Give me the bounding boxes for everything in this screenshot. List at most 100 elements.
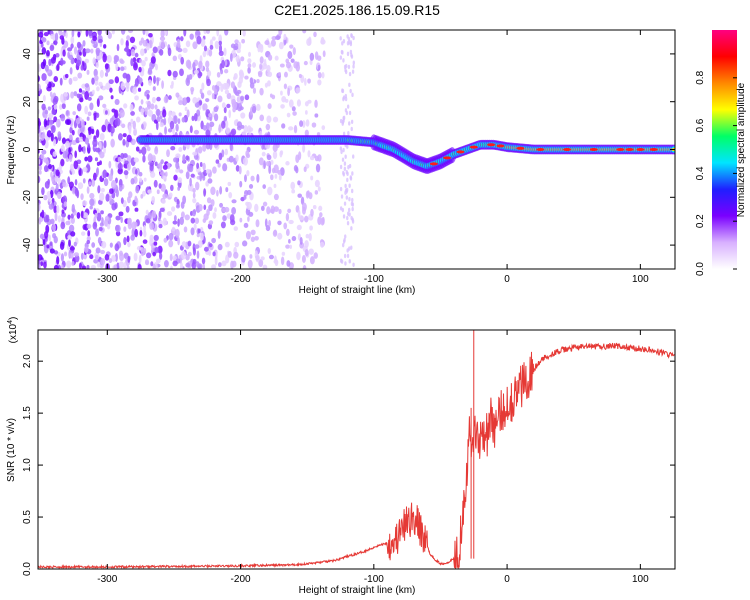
noise-blob [181,250,187,260]
noise-blob [185,262,191,268]
noise-blob [80,193,84,200]
noise-blob [70,231,76,237]
noise-blob [214,207,217,213]
noise-blob [126,162,131,171]
noise-blob [217,230,221,239]
noise-blob [214,256,218,266]
noise-blob [64,73,69,79]
noise-blob [84,137,90,145]
noise-blob [103,140,107,149]
noise-blob [177,118,181,125]
noise-blob [228,191,233,199]
noise-blob [345,195,349,200]
noise-blob [216,30,220,37]
noise-blob [221,207,227,213]
spectrogram-marks [38,30,675,269]
noise-blob [153,179,158,188]
noise-blob [320,217,325,226]
noise-blob [121,123,126,129]
noise-blob [304,77,307,86]
colorbar-tick-label: 0.6 [695,118,706,132]
noise-blob [94,157,99,162]
noise-blob [224,148,229,156]
noise-blob [287,87,291,97]
noise-blob [140,99,144,105]
snr-scale-text: (x10 [8,323,19,343]
noise-blob [167,95,172,100]
noise-blob [172,70,178,78]
noise-blob [237,41,242,51]
noise-blob [213,106,219,113]
noise-blob [60,113,66,122]
noise-blob [137,263,142,269]
noise-blob [344,261,347,266]
noise-blob [177,186,181,191]
noise-blob [134,195,138,203]
noise-blob [211,237,216,244]
noise-blob [286,260,291,267]
noise-blob [72,111,76,116]
noise-blob [187,60,192,69]
noise-blob [187,240,192,247]
noise-blob [98,226,103,232]
noise-blob [217,95,223,103]
noise-blob [351,92,354,98]
figure-title: C2E1.2025.186.15.09.R15 [274,2,440,18]
noise-blob [261,151,266,157]
noise-blob [74,150,78,159]
noise-blob [222,215,227,222]
noise-blob [314,99,318,108]
snr-xtick-label: -200 [231,574,251,585]
noise-blob [55,52,60,58]
noise-blob [346,51,350,57]
noise-blob [142,154,146,163]
noise-blob [48,203,54,210]
noise-blob [171,226,176,232]
noise-blob [346,215,349,221]
noise-blob [118,211,124,217]
noise-blob [203,30,207,35]
noise-blob [70,217,75,224]
noise-blob [120,197,124,204]
noise-blob [265,160,271,167]
noise-blob [129,36,136,44]
noise-blob [267,54,273,61]
noise-blob [162,109,167,118]
noise-blob [78,88,83,93]
noise-blob [84,156,88,162]
noise-blob [263,160,266,170]
noise-blob [53,205,58,214]
noise-blob [304,249,309,257]
noise-blob [56,63,60,71]
noise-blob [46,40,50,46]
noise-blob [160,171,165,176]
noise-blob [99,51,103,59]
noise-blob [238,165,242,175]
noise-blob [302,30,307,34]
noise-blob [255,103,261,112]
noise-blob [170,184,174,192]
noise-blob [293,61,299,69]
noise-blob [258,157,264,166]
noise-blob [71,129,75,136]
noise-blob [133,61,138,71]
noise-blob [347,207,351,213]
noise-blob [69,163,74,172]
noise-blob [234,39,239,44]
noise-blob [60,145,65,153]
noise-blob [77,31,81,38]
ridge-max [469,145,478,149]
noise-blob [91,77,95,85]
noise-blob [349,175,352,180]
noise-blob [246,201,252,211]
noise-blob [57,215,62,223]
noise-blob [298,73,302,79]
noise-blob [162,164,168,170]
noise-blob [159,207,165,212]
noise-blob [317,154,322,162]
noise-blob [56,205,60,214]
noise-blob [350,119,354,124]
noise-blob [91,89,95,95]
noise-blob [138,254,142,264]
noise-blob [52,97,58,105]
